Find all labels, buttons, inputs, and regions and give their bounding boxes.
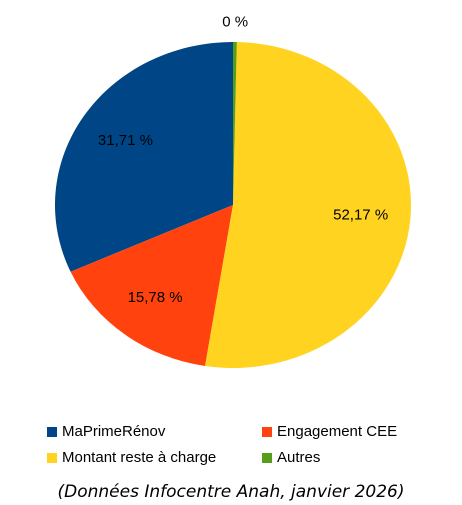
pie-slice (54, 42, 234, 272)
data-label: 31,71 % (98, 132, 153, 149)
legend-label: Autres (277, 449, 320, 466)
data-label: 0 % (222, 13, 248, 30)
legend-label: MaPrimeRénov (62, 423, 166, 440)
data-label: 52,17 % (333, 206, 388, 223)
legend-swatch (47, 453, 57, 463)
legend-swatch (262, 427, 272, 437)
data-label: 15,78 % (128, 289, 183, 306)
legend-swatch (262, 453, 272, 463)
legend-label: Engagement CEE (277, 423, 397, 440)
legend-swatch (47, 427, 57, 437)
legend-label: Montant reste à charge (62, 449, 216, 466)
pie-slice (70, 205, 233, 366)
caption: (Données Infocentre Anah, janvier 2026) (58, 482, 405, 502)
pie-slice (233, 42, 237, 205)
pie-slice (205, 42, 411, 368)
